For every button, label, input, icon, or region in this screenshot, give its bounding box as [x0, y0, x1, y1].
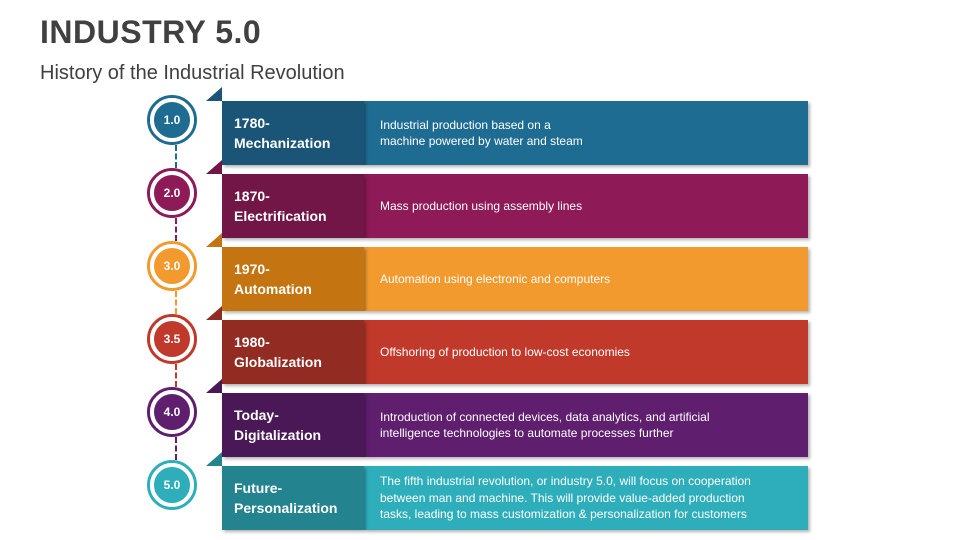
stage-name: Automation [234, 281, 312, 297]
stage-badge-ring [147, 314, 197, 364]
stage-label-box: 1780- Mechanization [222, 101, 364, 165]
stage-tab [206, 160, 222, 174]
timeline-connector [175, 437, 177, 460]
stage-name: Personalization [234, 500, 338, 516]
stage-badge-ring [147, 168, 197, 218]
stage-description: The fifth industrial revolution, or indu… [380, 474, 751, 522]
stage-row: 3.5 1980- Globalization Offshoring of produ… [147, 306, 810, 384]
stage-period: 1970- [234, 261, 270, 277]
stage-description: Mass production using assembly lines [380, 198, 583, 213]
stage-badge: 3.0 [150, 244, 194, 288]
stage-tab [206, 379, 222, 393]
stage-period: 1870- [234, 188, 270, 204]
stage-badge: 3.5 [150, 317, 194, 361]
stage-description: Automation using electronic and computer… [380, 271, 611, 286]
stage-badge: 2.0 [150, 171, 194, 215]
timeline-connector [175, 364, 177, 387]
stage-row: 5.0 Future- Personalization The fifth indus… [147, 452, 810, 530]
stage-name: Globalization [234, 354, 322, 370]
page-title: INDUSTRY 5.0 [40, 14, 262, 50]
stage-description-box: Introduction of connected devices, data … [364, 393, 808, 457]
stage-name: Digitalization [234, 427, 322, 443]
stage-period: Future- [234, 480, 283, 496]
stage-label-box: 1870- Electrification [222, 174, 364, 238]
stage-name: Mechanization [234, 135, 331, 151]
stage-label-box: 1970- Automation [222, 247, 364, 311]
stage-description: Industrial production based on a machine… [380, 117, 583, 149]
timeline-connector [175, 218, 177, 241]
stage-badge-ring [147, 95, 197, 145]
stage-name: Electrification [234, 208, 327, 224]
stage-tab [206, 233, 222, 247]
stage-badge-ring [147, 241, 197, 291]
stage-description-box: Offshoring of production to low-cost eco… [364, 320, 808, 384]
stage-description-box: Mass production using assembly lines [364, 174, 808, 238]
stage-label-box: Future- Personalization [222, 466, 364, 530]
stage-badge-ring [147, 460, 197, 510]
stage-tab [206, 87, 222, 101]
stage-period: Today- [234, 407, 279, 423]
stage-badge: 4.0 [150, 390, 194, 434]
stage-row: 1.0 1780- Mechanization Industrial producti… [147, 87, 810, 165]
stage-badge: 5.0 [150, 463, 194, 507]
stage-tab [206, 306, 222, 320]
stage-row: 3.0 1970- Automation Automation using elect… [147, 233, 810, 311]
stage-label-box: Today- Digitalization [222, 393, 364, 457]
timeline-connector [175, 291, 177, 314]
stage-row: 4.0 Today- Digitalization Introduction of c… [147, 379, 810, 457]
stage-description: Introduction of connected devices, data … [380, 409, 710, 441]
stage-description-box: Industrial production based on a machine… [364, 101, 808, 165]
stage-label-box: 1980- Globalization [222, 320, 364, 384]
stage-tab [206, 452, 222, 466]
page-subtitle: History of the Industrial Revolution [40, 62, 345, 84]
stage-description-box: The fifth industrial revolution, or indu… [364, 466, 808, 530]
stage-badge-ring [147, 387, 197, 437]
stage-period: 1980- [234, 334, 270, 350]
stage-description: Offshoring of production to low-cost eco… [380, 344, 630, 359]
stage-period: 1780- [234, 115, 270, 131]
stage-description-box: Automation using electronic and computer… [364, 247, 808, 311]
stage-row: 2.0 1870- Electrification Mass production u… [147, 160, 810, 238]
stage-badge: 1.0 [150, 98, 194, 142]
timeline-connector [175, 145, 177, 168]
